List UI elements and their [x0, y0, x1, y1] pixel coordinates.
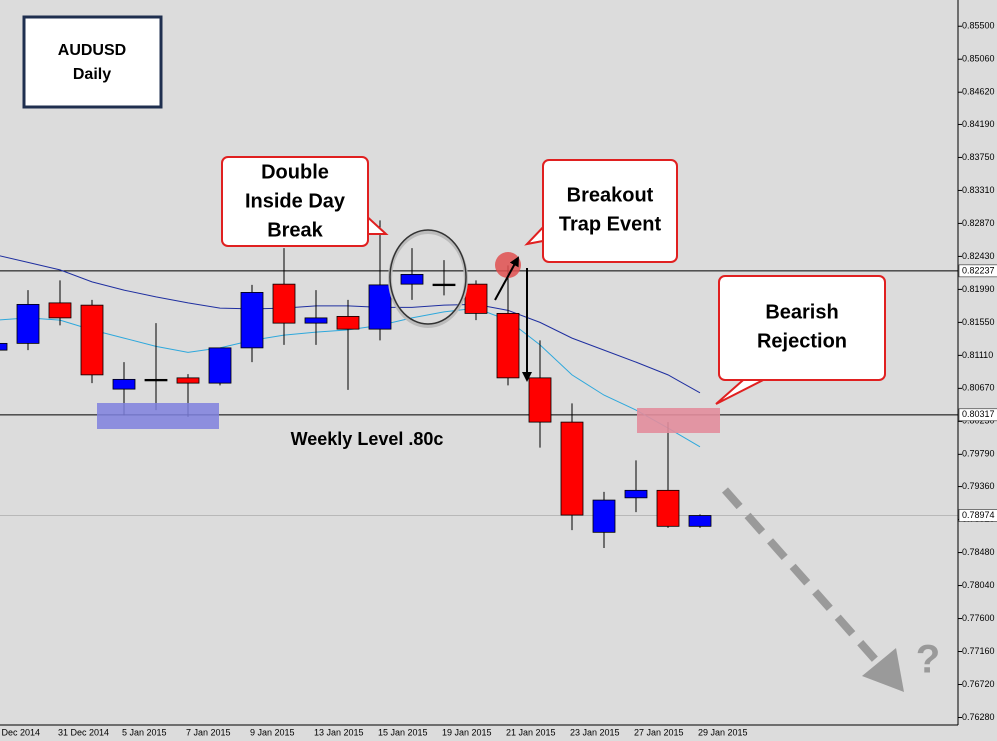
candle-body	[656, 489, 680, 527]
plot-area	[0, 220, 958, 549]
y-tick-label: 0.78480	[962, 547, 995, 557]
candle-body	[112, 378, 136, 390]
callout-text: Break	[267, 219, 323, 241]
x-tick-label: 23 Jan 2015	[570, 727, 620, 737]
y-tick-label: 0.76280	[962, 712, 995, 722]
y-tick-label: 0.84620	[962, 87, 995, 97]
timeframe: Daily	[73, 66, 111, 83]
x-tick-label: 7 Jan 2015	[186, 727, 231, 737]
callout-box	[718, 275, 886, 381]
projection-arrowhead	[862, 648, 904, 692]
y-tick-label: 0.77160	[962, 646, 995, 656]
candle-body	[496, 312, 520, 379]
candle-body	[16, 303, 40, 344]
candle-body	[0, 342, 8, 351]
candle-body	[592, 499, 616, 533]
candle-body	[528, 377, 552, 423]
candle-body	[272, 283, 296, 324]
symbol: AUDUSD	[58, 42, 126, 59]
x-tick-label: 27 Jan 2015	[634, 727, 684, 737]
callout-text: Bearish	[765, 301, 838, 323]
y-tick-label: 0.78040	[962, 580, 995, 590]
callout-text: Rejection	[757, 330, 847, 352]
price-label: 0.78974	[962, 510, 995, 520]
y-tick-label: 0.80670	[962, 383, 995, 393]
callout-box	[221, 156, 369, 247]
arrow-up	[494, 256, 519, 301]
y-tick-label: 0.76720	[962, 679, 995, 689]
callout-text: Breakout	[567, 184, 654, 206]
callout-box	[542, 159, 678, 263]
y-tick-label: 0.82430	[962, 251, 995, 261]
y-tick-label: 0.81550	[962, 317, 995, 327]
price-label-box	[958, 509, 997, 522]
symbol-box	[22, 15, 163, 109]
x-tick-label: 29 Jan 2015	[698, 727, 748, 737]
y-tick-label: 0.81990	[962, 284, 995, 294]
x-tick-label: 9 Jan 2015	[250, 727, 295, 737]
candle-body	[144, 378, 168, 382]
x-tick-label: 31 Dec 2014	[58, 727, 109, 737]
highlight-ellipse	[389, 229, 467, 325]
candle-body	[208, 347, 232, 384]
support-zone	[97, 403, 219, 429]
level-label-box	[958, 264, 997, 278]
y-tick-label: 0.79790	[962, 449, 995, 459]
x-tick-label: 13 Jan 2015	[314, 727, 364, 737]
callout-text: Double	[261, 161, 329, 183]
y-tick-label: 0.79360	[962, 481, 995, 491]
candle-body	[176, 377, 200, 384]
y-tick-label: 0.84190	[962, 119, 995, 129]
y-tick-label: 0.81110	[962, 350, 993, 360]
candle-body	[336, 315, 360, 330]
x-tick-label: 19 Jan 2015	[442, 727, 492, 737]
candle-body	[48, 302, 72, 319]
overlay: ?	[388, 229, 940, 692]
y-tick-label: 0.83750	[962, 152, 995, 162]
candle-body	[80, 304, 104, 376]
level-label: 0.80317	[962, 409, 995, 419]
x-tick-label: 21 Jan 2015	[506, 727, 556, 737]
candle-body	[560, 421, 584, 516]
y-tick-label: 0.85500	[962, 21, 995, 31]
y-tick-label: 0.85060	[962, 54, 995, 64]
candle-body	[624, 489, 648, 499]
projection-arrow	[722, 487, 883, 668]
candle-body	[432, 283, 456, 287]
x-tick-label: 5 Jan 2015	[122, 727, 167, 737]
question-mark: ?	[916, 638, 940, 682]
candle-body	[464, 283, 488, 314]
level-label: 0.82237	[962, 265, 995, 275]
candle-body	[240, 291, 264, 349]
y-tick-label: 0.77600	[962, 613, 995, 623]
callout-text: Inside Day	[245, 190, 346, 212]
level-note: Weekly Level .80c	[291, 429, 444, 449]
x-tick-label: 9 Dec 2014	[0, 727, 40, 737]
y-tick-label: 0.83310	[962, 185, 995, 195]
candle-body	[400, 274, 424, 285]
rejection-zone	[637, 408, 720, 433]
y-tick-label: 0.82870	[962, 218, 995, 228]
trap-marker	[495, 252, 521, 278]
candle-body	[368, 284, 392, 330]
candle-body	[688, 515, 712, 527]
candle-body	[304, 317, 328, 324]
level-label-box	[958, 408, 997, 422]
x-tick-label: 15 Jan 2015	[378, 727, 428, 737]
callout-text: Trap Event	[559, 213, 662, 235]
